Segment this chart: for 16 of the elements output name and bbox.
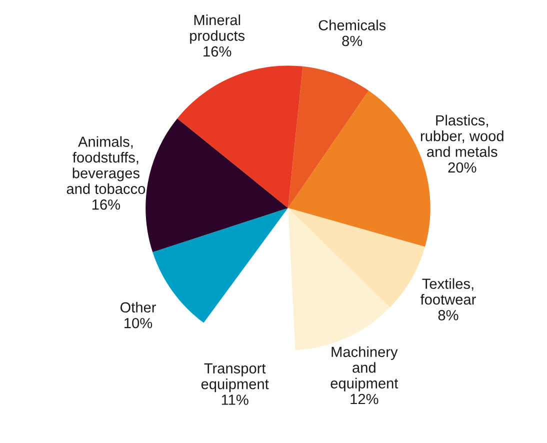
- slice-label: Plastics, rubber, wood and metals: [420, 114, 504, 157]
- data-label: 10%: [124, 318, 152, 328]
- data-label: 11%: [222, 394, 248, 405]
- data-label: 16%: [92, 199, 120, 210]
- data-label: 16%: [204, 46, 232, 57]
- slice-label: Other: [120, 302, 156, 313]
- slice-label: Mineral products: [190, 14, 245, 44]
- data-label: 20%: [448, 162, 476, 173]
- data-label: 12%: [350, 394, 378, 404]
- slice-label: Machinery and equipment: [330, 346, 398, 392]
- slice-label: Transport equipment: [201, 363, 269, 392]
- slice-label: Chemicals: [318, 20, 386, 30]
- slice-label: Animals, foodstuffs, beverages and tobacco: [66, 136, 146, 194]
- data-label: 8%: [342, 36, 362, 46]
- slice-label: Textiles, footwear: [420, 278, 476, 305]
- data-label: 8%: [438, 310, 458, 320]
